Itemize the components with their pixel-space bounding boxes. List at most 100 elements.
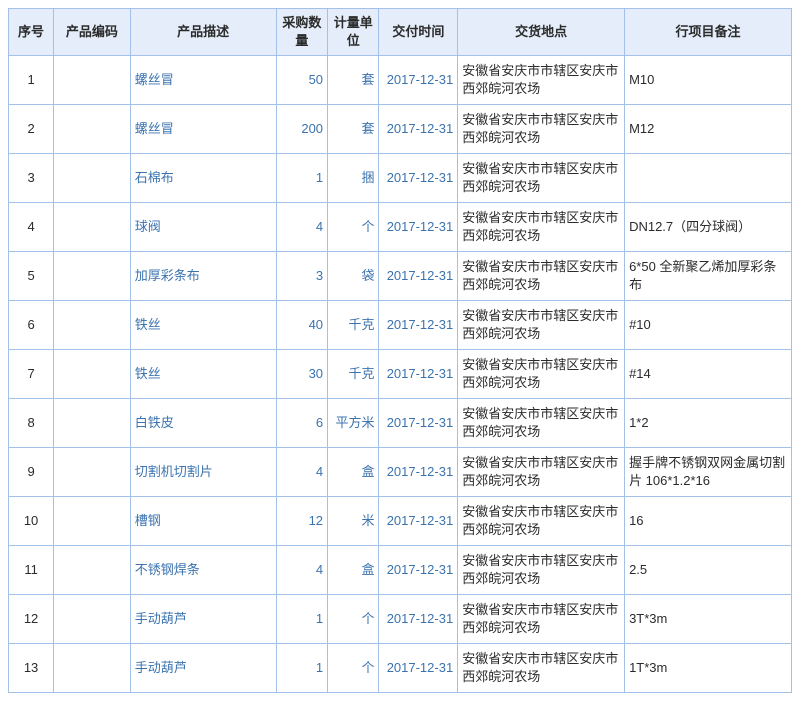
- cell-desc: 螺丝冒: [130, 105, 276, 154]
- cell-qty: 1: [276, 595, 327, 644]
- cell-seq: 3: [9, 154, 54, 203]
- cell-seq: 6: [9, 301, 54, 350]
- cell-loc: 安徽省安庆市市辖区安庆市西郊皖河农场: [458, 644, 625, 693]
- cell-qty: 1: [276, 154, 327, 203]
- cell-note: DN12.7（四分球阀）: [625, 203, 792, 252]
- cell-note: [625, 154, 792, 203]
- cell-code: [54, 105, 131, 154]
- cell-unit: 平方米: [328, 399, 379, 448]
- table-row: 12 手动葫芦1个2017-12-31安徽省安庆市市辖区安庆市西郊皖河农场3T*3…: [9, 595, 792, 644]
- cell-seq: 10: [9, 497, 54, 546]
- cell-loc: 安徽省安庆市市辖区安庆市西郊皖河农场: [458, 252, 625, 301]
- cell-qty: 4: [276, 546, 327, 595]
- table-header-row: 序号 产品编码 产品描述 采购数量 计量单位 交付时间 交货地点 行项目备注: [9, 9, 792, 56]
- table-row: 11不锈钢焊条4盒2017-12-31安徽省安庆市市辖区安庆市西郊皖河农场2.5: [9, 546, 792, 595]
- cell-code: [54, 301, 131, 350]
- cell-date: 2017-12-31: [379, 399, 458, 448]
- cell-unit: 盒: [328, 448, 379, 497]
- cell-code: [54, 56, 131, 105]
- table-row: 4球阀4个2017-12-31安徽省安庆市市辖区安庆市西郊皖河农场DN12.7（…: [9, 203, 792, 252]
- cell-date: 2017-12-31: [379, 105, 458, 154]
- cell-qty: 6: [276, 399, 327, 448]
- cell-date: 2017-12-31: [379, 644, 458, 693]
- col-header-code: 产品编码: [54, 9, 131, 56]
- cell-desc: 石棉布: [130, 154, 276, 203]
- table-row: 7 铁丝30千克2017-12-31安徽省安庆市市辖区安庆市西郊皖河农场#14: [9, 350, 792, 399]
- cell-unit: 个: [328, 595, 379, 644]
- cell-code: [54, 399, 131, 448]
- cell-seq: 7: [9, 350, 54, 399]
- cell-note: 3T*3m: [625, 595, 792, 644]
- cell-date: 2017-12-31: [379, 203, 458, 252]
- cell-unit: 套: [328, 105, 379, 154]
- cell-note: 1*2: [625, 399, 792, 448]
- table-row: 9切割机切割片4盒2017-12-31安徽省安庆市市辖区安庆市西郊皖河农场握手牌…: [9, 448, 792, 497]
- cell-desc: 铁丝: [130, 301, 276, 350]
- table-row: 1螺丝冒50套2017-12-31安徽省安庆市市辖区安庆市西郊皖河农场M10: [9, 56, 792, 105]
- cell-unit: 个: [328, 644, 379, 693]
- cell-loc: 安徽省安庆市市辖区安庆市西郊皖河农场: [458, 399, 625, 448]
- cell-note: 1T*3m: [625, 644, 792, 693]
- cell-loc: 安徽省安庆市市辖区安庆市西郊皖河农场: [458, 203, 625, 252]
- cell-date: 2017-12-31: [379, 546, 458, 595]
- cell-qty: 1: [276, 644, 327, 693]
- cell-desc: 螺丝冒: [130, 56, 276, 105]
- cell-desc: 手动葫芦: [130, 595, 276, 644]
- cell-date: 2017-12-31: [379, 350, 458, 399]
- col-header-qty: 采购数量: [276, 9, 327, 56]
- table-row: 13 手动葫芦1个2017-12-31安徽省安庆市市辖区安庆市西郊皖河农场1T*3…: [9, 644, 792, 693]
- table-row: 5加厚彩条布3袋2017-12-31安徽省安庆市市辖区安庆市西郊皖河农场6*50…: [9, 252, 792, 301]
- cell-date: 2017-12-31: [379, 497, 458, 546]
- cell-seq: 8: [9, 399, 54, 448]
- cell-date: 2017-12-31: [379, 448, 458, 497]
- cell-qty: 40: [276, 301, 327, 350]
- table-row: 8 白铁皮6平方米2017-12-31安徽省安庆市市辖区安庆市西郊皖河农场1*2: [9, 399, 792, 448]
- cell-date: 2017-12-31: [379, 301, 458, 350]
- table-row: 6铁丝40千克2017-12-31安徽省安庆市市辖区安庆市西郊皖河农场#10: [9, 301, 792, 350]
- cell-qty: 12: [276, 497, 327, 546]
- cell-note: 握手牌不锈钢双网金属切割片 106*1.2*16: [625, 448, 792, 497]
- cell-desc: 铁丝: [130, 350, 276, 399]
- cell-note: 16: [625, 497, 792, 546]
- col-header-desc: 产品描述: [130, 9, 276, 56]
- cell-qty: 4: [276, 448, 327, 497]
- cell-desc: 不锈钢焊条: [130, 546, 276, 595]
- cell-seq: 9: [9, 448, 54, 497]
- cell-unit: 千克: [328, 350, 379, 399]
- cell-seq: 13: [9, 644, 54, 693]
- cell-unit: 千克: [328, 301, 379, 350]
- cell-code: [54, 644, 131, 693]
- cell-date: 2017-12-31: [379, 56, 458, 105]
- cell-note: #14: [625, 350, 792, 399]
- cell-desc: 手动葫芦: [130, 644, 276, 693]
- cell-loc: 安徽省安庆市市辖区安庆市西郊皖河农场: [458, 595, 625, 644]
- table-row: 10 槽钢12米2017-12-31安徽省安庆市市辖区安庆市西郊皖河农场16: [9, 497, 792, 546]
- cell-unit: 米: [328, 497, 379, 546]
- cell-loc: 安徽省安庆市市辖区安庆市西郊皖河农场: [458, 105, 625, 154]
- cell-qty: 200: [276, 105, 327, 154]
- col-header-unit: 计量单位: [328, 9, 379, 56]
- cell-seq: 2: [9, 105, 54, 154]
- cell-loc: 安徽省安庆市市辖区安庆市西郊皖河农场: [458, 497, 625, 546]
- table-row: 2螺丝冒200套2017-12-31安徽省安庆市市辖区安庆市西郊皖河农场M12: [9, 105, 792, 154]
- cell-note: 6*50 全新聚乙烯加厚彩条布: [625, 252, 792, 301]
- cell-code: [54, 448, 131, 497]
- cell-desc: 槽钢: [130, 497, 276, 546]
- cell-seq: 12: [9, 595, 54, 644]
- cell-note: 2.5: [625, 546, 792, 595]
- cell-qty: 3: [276, 252, 327, 301]
- cell-qty: 50: [276, 56, 327, 105]
- cell-date: 2017-12-31: [379, 595, 458, 644]
- cell-loc: 安徽省安庆市市辖区安庆市西郊皖河农场: [458, 350, 625, 399]
- cell-loc: 安徽省安庆市市辖区安庆市西郊皖河农场: [458, 301, 625, 350]
- cell-desc: 加厚彩条布: [130, 252, 276, 301]
- col-header-seq: 序号: [9, 9, 54, 56]
- cell-code: [54, 497, 131, 546]
- cell-unit: 捆: [328, 154, 379, 203]
- cell-qty: 30: [276, 350, 327, 399]
- cell-desc: 白铁皮: [130, 399, 276, 448]
- cell-unit: 个: [328, 203, 379, 252]
- cell-seq: 4: [9, 203, 54, 252]
- col-header-loc: 交货地点: [458, 9, 625, 56]
- cell-unit: 盒: [328, 546, 379, 595]
